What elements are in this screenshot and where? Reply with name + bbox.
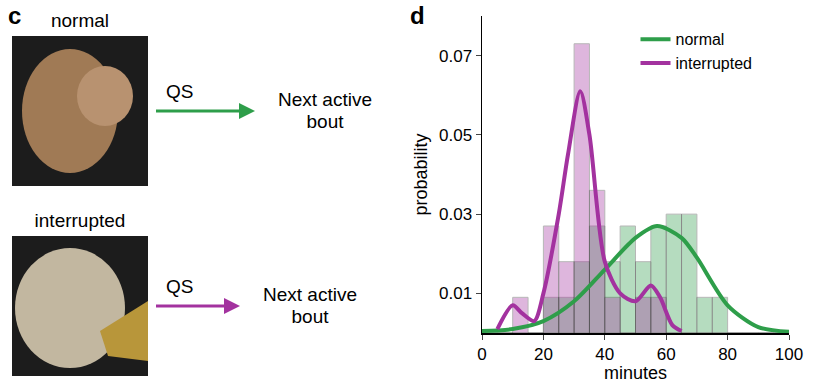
html-text:Next active bout: Next active bout	[278, 89, 372, 132]
html-text:normal: normal	[51, 10, 109, 31]
svg-text:0.05: 0.05	[439, 126, 472, 145]
svg-text:0: 0	[477, 345, 486, 364]
svg-text:probability: probability	[411, 133, 431, 215]
svg-text:interrupted: interrupted	[676, 55, 753, 72]
html-text:QS: QS	[166, 81, 194, 102]
svg-text:0.07: 0.07	[439, 47, 472, 66]
html-text:Next active bout: Next active bout	[263, 284, 357, 327]
svg-text:minutes: minutes	[604, 363, 667, 383]
svg-text:normal: normal	[676, 31, 725, 48]
svg-text:40: 40	[595, 345, 614, 364]
svg-text:0.03: 0.03	[439, 205, 472, 224]
html-text:interrupted: interrupted	[34, 210, 126, 231]
html-text:QS: QS	[166, 276, 194, 297]
html-text:d: d	[410, 2, 425, 29]
svg-text:0.01: 0.01	[439, 284, 472, 303]
html-text:c: c	[8, 2, 22, 29]
svg-text:80: 80	[718, 345, 737, 364]
svg-text:20: 20	[534, 345, 553, 364]
svg-text:100: 100	[775, 345, 803, 364]
svg-text:60: 60	[657, 345, 676, 364]
